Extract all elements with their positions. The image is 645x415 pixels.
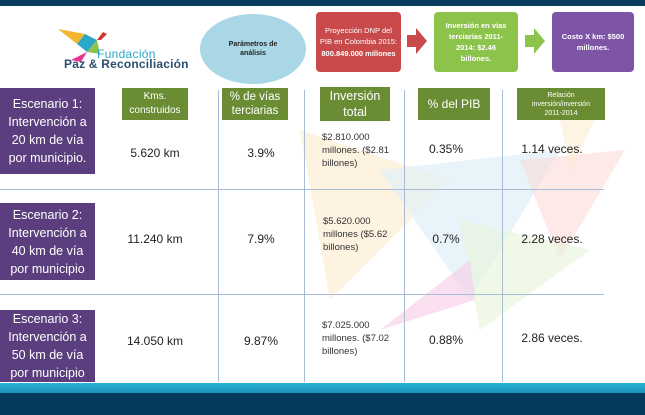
header-relacion-label: Relación inversión/inversión 2011-2014: [532, 91, 590, 117]
logo-text-fundacion: Fundación: [97, 47, 156, 61]
arrow-right-icon: [525, 28, 545, 54]
row-1-kms: 5.620 km: [130, 146, 180, 160]
pib-projection-label: Proyección DNP del PIB en Colombia 2015:: [319, 26, 398, 46]
row-2-kms: 11.240 km: [127, 232, 183, 246]
pib-projection-value: 800.849.000 millones: [321, 49, 396, 58]
row-3-inversion: $7.025.000 millones. ($7.02 billones): [322, 319, 390, 357]
header-pct-pib: % del PIB: [418, 88, 490, 120]
investment-box: Inversión en vías terciarias 2011-2014: …: [434, 12, 518, 72]
parameters-oval: Parámetros de análisis: [200, 14, 306, 84]
grid-line: [404, 90, 405, 382]
scenario-3-label: Escenario 3: Intervención a 50 km de vía…: [0, 310, 95, 382]
top-bar: [0, 0, 645, 6]
row-3-relacion: 2.86 veces.: [521, 331, 583, 345]
row-1-relacion: 1.14 veces.: [521, 142, 583, 156]
header-inversion: Inversión total: [320, 87, 390, 121]
pib-projection-box: Proyección DNP del PIB en Colombia 2015:…: [316, 12, 401, 72]
grid-line: [304, 90, 305, 382]
row-3-pct-vias: 9.87%: [243, 334, 279, 348]
grid-line: [218, 90, 219, 382]
scenario-1-label: Escenario 1: Intervención a 20 km de vía…: [0, 88, 95, 174]
row-2-pct-pib: 0.7%: [432, 232, 460, 246]
scenario-2-text: Escenario 2: Intervención a 40 km de vía…: [8, 207, 87, 276]
grid-line: [502, 90, 503, 382]
cost-per-km-text: Costo X km: $500 millones.: [561, 32, 625, 52]
row-2-inversion: $5.620.000 millones ($5.62 billones): [323, 215, 388, 253]
header-pct-pib-label: % del PIB: [427, 97, 481, 111]
grid-line: [0, 189, 604, 190]
arrow-right-icon: [407, 28, 427, 54]
grid-line: [0, 294, 604, 295]
investment-text: Inversión en vías terciarias 2011-2014: …: [445, 21, 507, 63]
row-1-pct-vias: 3.9%: [247, 146, 275, 160]
parameters-oval-label: Parámetros de análisis: [228, 41, 278, 57]
header-pct-vias-label: % de vías terciarias: [229, 91, 281, 117]
header-pct-vias: % de vías terciarias: [222, 88, 288, 120]
scenario-3-text: Escenario 3: Intervención a 50 km de vía…: [8, 312, 87, 380]
scenario-1-text: Escenario 1: Intervención a 20 km de vía…: [8, 97, 87, 165]
header-relacion: Relación inversión/inversión 2011-2014: [517, 88, 605, 120]
row-3-kms: 14.050 km: [126, 334, 184, 348]
header-inversion-label: Inversión total: [329, 89, 381, 119]
row-2-relacion: 2.28 veces.: [521, 232, 583, 246]
row-3-pct-pib: 0.88%: [428, 333, 464, 347]
footer-bar: [0, 393, 645, 415]
row-2-pct-vias: 7.9%: [247, 232, 275, 246]
logo-text-paz-reconciliacion: Paz & Reconciliación: [64, 57, 189, 71]
header-kms-label: Kms. construidos: [129, 91, 181, 116]
header-kms: Kms. construidos: [122, 88, 188, 120]
logo-bird-icon: [58, 29, 107, 62]
cost-per-km-box: Costo X km: $500 millones.: [552, 12, 634, 72]
row-1-inversion: $2.810.000 millones. ($2.81 billones): [322, 131, 390, 169]
footer-accent-bar: [0, 383, 645, 393]
scenario-2-label: Escenario 2: Intervención a 40 km de vía…: [0, 203, 95, 280]
row-1-pct-pib: 0.35%: [428, 142, 464, 156]
